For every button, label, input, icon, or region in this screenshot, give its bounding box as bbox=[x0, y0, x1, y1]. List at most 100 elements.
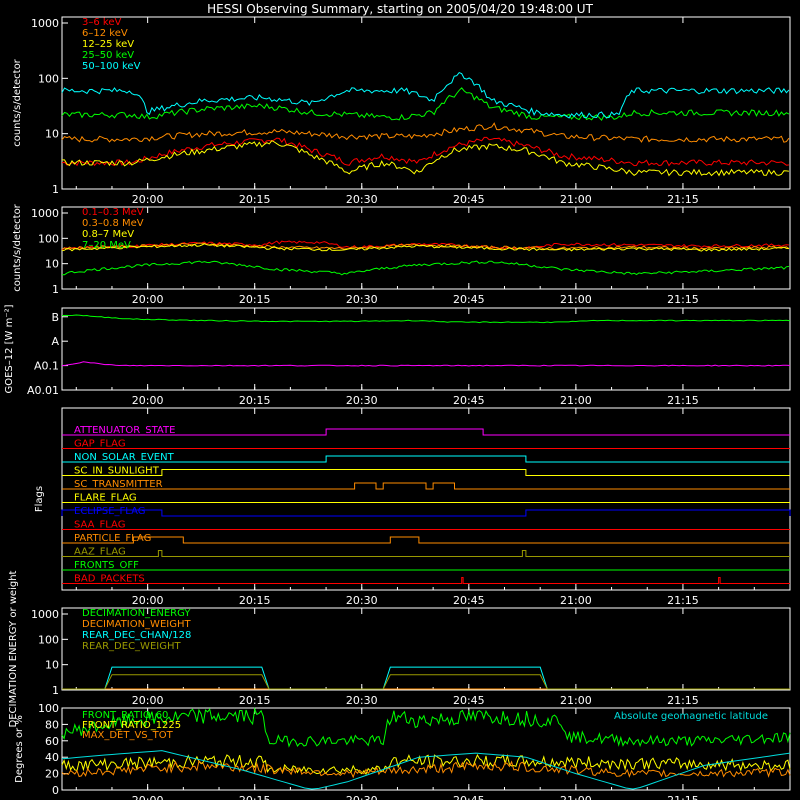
flag-label: FLARE_FLAG bbox=[74, 493, 137, 504]
legend-entry: DECIMATION_WEIGHT bbox=[82, 619, 191, 630]
x-tick-label: 21:15 bbox=[667, 594, 699, 607]
panel-frame bbox=[61, 16, 791, 190]
x-tick-label: 20:45 bbox=[453, 293, 485, 306]
series-line bbox=[61, 243, 789, 252]
panel-frame bbox=[61, 307, 791, 391]
flag-line bbox=[62, 536, 790, 544]
x-tick-label: 21:00 bbox=[560, 694, 592, 707]
x-tick-label: 21:15 bbox=[667, 293, 699, 306]
y-tick-label: 100 bbox=[38, 633, 59, 646]
x-tick-label: 20:15 bbox=[239, 594, 271, 607]
flag-label: SC_TRANSMITTER bbox=[74, 479, 163, 490]
flag-label: SC_IN_SUNLIGHT bbox=[74, 466, 160, 477]
y-tick-label: 10 bbox=[45, 258, 59, 271]
series-line bbox=[62, 260, 789, 276]
legend-entry: 0.1–0.3 MeV bbox=[82, 207, 144, 218]
series-line bbox=[61, 760, 791, 779]
y-tick-label: 100 bbox=[38, 232, 59, 245]
x-tick-label: 21:00 bbox=[560, 293, 592, 306]
series-line bbox=[61, 240, 789, 251]
y-tick-label: 1 bbox=[52, 283, 59, 296]
x-tick-label: 20:30 bbox=[346, 594, 378, 607]
legend-entry: 0.3–0.8 MeV bbox=[82, 218, 144, 229]
y-axis-label: Flags bbox=[34, 486, 45, 512]
y-tick-label: 1 bbox=[52, 684, 59, 697]
x-tick-label: 20:45 bbox=[453, 594, 485, 607]
series-line bbox=[61, 122, 790, 143]
y-tick-label: 10 bbox=[45, 659, 59, 672]
y-tick-label: 100 bbox=[38, 72, 59, 85]
y-tick-label: 80 bbox=[45, 718, 59, 731]
x-tick-label: 21:15 bbox=[667, 694, 699, 707]
flag-line bbox=[61, 509, 791, 517]
legend-entry: FRONT_RATIO_1225 bbox=[82, 720, 181, 731]
x-tick-label: 20:15 bbox=[239, 293, 271, 306]
flag-label: FRONTS_OFF bbox=[74, 560, 139, 571]
x-tick-label: 20:30 bbox=[346, 394, 378, 407]
y-tick-label: 1000 bbox=[31, 17, 59, 30]
x-tick-label: 20:00 bbox=[132, 794, 164, 800]
panel-frame bbox=[61, 407, 791, 591]
x-tick-label: 20:30 bbox=[346, 794, 378, 800]
x-tick-label: 20:15 bbox=[239, 394, 271, 407]
series-line bbox=[62, 674, 790, 690]
x-tick-label: 20:15 bbox=[239, 694, 271, 707]
flag-line bbox=[62, 469, 790, 476]
flag-label: NON_SOLAR_EVENT bbox=[74, 452, 175, 463]
x-tick-label: 20:45 bbox=[453, 794, 485, 800]
x-tick-label: 20:30 bbox=[346, 193, 378, 206]
panel-frame bbox=[61, 707, 791, 791]
series-line bbox=[61, 87, 790, 121]
x-tick-label: 20:00 bbox=[132, 694, 164, 707]
legend-entry: 12–25 keV bbox=[82, 39, 134, 50]
legend-entry: 6–12 keV bbox=[82, 28, 128, 39]
x-tick-label: 21:15 bbox=[667, 794, 699, 800]
x-tick-label: 20:30 bbox=[346, 293, 378, 306]
y-axis-label: GOES–12 [W m⁻²] bbox=[4, 304, 15, 393]
flag-line bbox=[62, 482, 790, 490]
x-tick-label: 20:15 bbox=[239, 794, 271, 800]
x-tick-label: 21:00 bbox=[560, 394, 592, 407]
annotation-latitude: Absolute geomagnetic latitude bbox=[614, 711, 768, 722]
y-tick-label: 10 bbox=[45, 128, 59, 141]
x-tick-label: 20:00 bbox=[132, 193, 164, 206]
legend-entry: REAR_DEC_CHAN/128 bbox=[82, 630, 191, 641]
x-tick-label: 20:45 bbox=[453, 694, 485, 707]
legend-entry: 0.8–7 MeV bbox=[82, 229, 134, 240]
x-tick-label: 20:30 bbox=[346, 694, 378, 707]
flag-label: SAA_FLAG bbox=[74, 520, 125, 531]
legend-entry: FRONT_RATIO_60 bbox=[82, 710, 168, 721]
flag-line bbox=[62, 455, 790, 463]
x-tick-label: 20:00 bbox=[132, 394, 164, 407]
y-tick-label: A bbox=[51, 335, 59, 348]
legend-entry: DECIMATION_ENERGY bbox=[82, 608, 191, 619]
flag-label: ECLIPSE_FLAG bbox=[74, 506, 145, 517]
y-tick-label: 100 bbox=[38, 702, 59, 715]
y-tick-label: 1 bbox=[52, 183, 59, 196]
flag-label: PARTICLE_FLAG bbox=[74, 533, 151, 544]
y-tick-label: 0 bbox=[52, 784, 59, 797]
flag-label: BAD_PACKETS bbox=[74, 574, 145, 585]
legend-entry: 25–50 keV bbox=[82, 50, 134, 61]
series-line bbox=[61, 71, 790, 119]
flag-line bbox=[62, 577, 790, 584]
flag-label: ATTENUATOR_STATE bbox=[74, 425, 175, 436]
x-tick-label: 20:45 bbox=[453, 193, 485, 206]
series-line bbox=[61, 136, 789, 167]
x-tick-label: 21:00 bbox=[560, 193, 592, 206]
flag-line bbox=[62, 550, 790, 557]
panel-frame bbox=[61, 206, 791, 290]
y-axis-label: counts/s/detector bbox=[12, 203, 23, 291]
series-line bbox=[61, 750, 791, 790]
y-tick-label: B bbox=[51, 311, 59, 324]
x-tick-label: 21:00 bbox=[560, 594, 592, 607]
legend-entry: 7–20 MeV bbox=[82, 240, 131, 251]
figure-title: HESSI Observing Summary, starting on 200… bbox=[207, 2, 593, 16]
x-tick-label: 20:45 bbox=[453, 394, 485, 407]
x-tick-label: 21:00 bbox=[560, 794, 592, 800]
legend-entry: REAR_DEC_WEIGHT bbox=[82, 641, 181, 652]
y-tick-label: 20 bbox=[45, 768, 59, 781]
y-tick-label: 1000 bbox=[31, 608, 59, 621]
